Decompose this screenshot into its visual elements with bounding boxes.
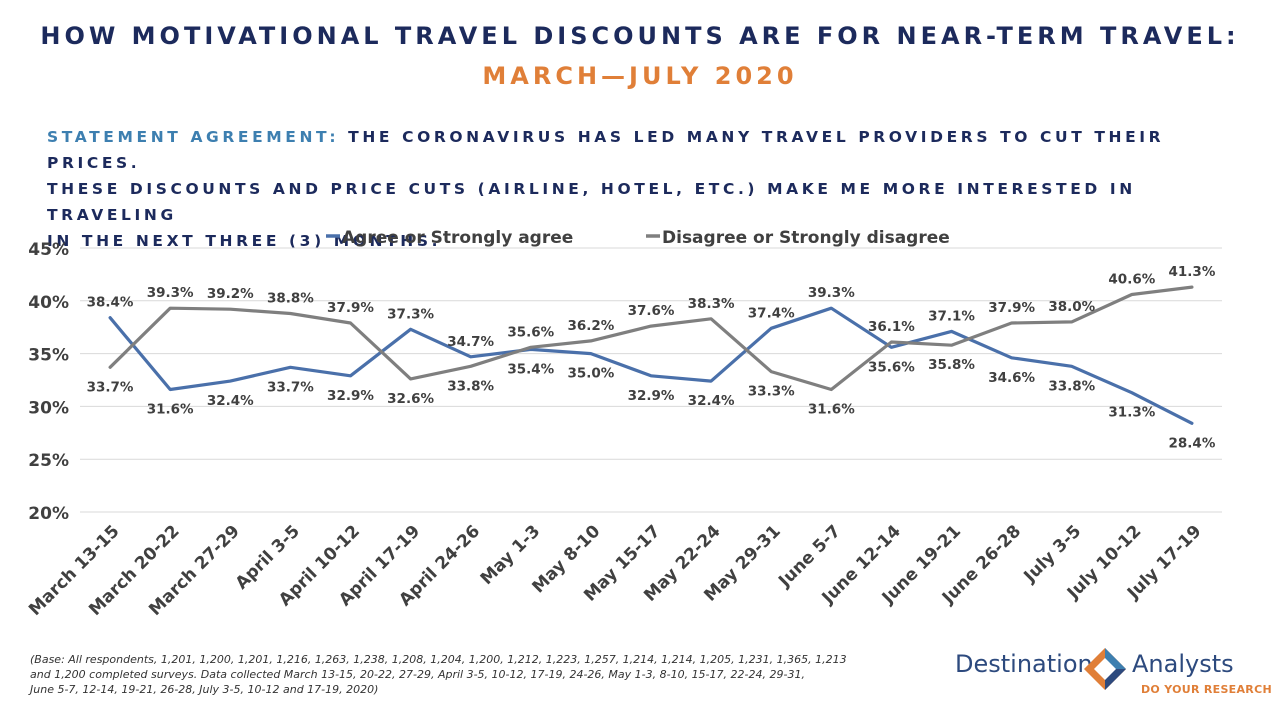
data-label: 38.3% [688,296,735,312]
legend: Agree or Strongly agree Disagree or Stron… [326,228,950,248]
footnote: (Base: All respondents, 1,201, 1,200, 1,… [30,652,930,697]
data-label: 37.6% [628,303,675,319]
gridlines [80,247,1222,513]
data-label: 39.3% [147,285,194,301]
data-label: 37.9% [327,300,374,316]
data-label: 36.2% [567,318,614,334]
data-label: 32.9% [327,388,374,404]
data-label: 35.4% [507,361,554,377]
statement-line-2: These discounts and price cuts (airline,… [47,180,1136,224]
logo-text-destination: Destination [955,650,1093,678]
logo-tagline: DO YOUR RESEARCH [1141,683,1272,696]
y-tick-label: 30% [28,398,69,418]
y-tick-label: 40% [28,293,69,313]
footnote-line-3: June 5-7, 12-14, 19-21, 26-28, July 3-5,… [30,683,379,696]
data-label: 31.6% [147,402,194,418]
data-labels: 38.4% 33.7% 31.6% 39.3% 32.4% 39.2% 33.7% 38.8%… [87,264,1216,451]
data-label: 33.7% [87,379,134,395]
data-label: 33.7% [267,379,314,395]
footnote-line-2: and 1,200 completed surveys. Data collec… [30,668,805,681]
data-label: 35.6% [868,359,915,375]
data-label: 35.0% [567,366,614,382]
y-tick-label: 35% [28,346,69,366]
data-label: 39.3% [808,285,855,301]
data-label: 34.7% [447,334,494,350]
data-label: 36.1% [868,319,915,335]
footnote-line-1: (Base: All respondents, 1,201, 1,200, 1,… [30,653,847,666]
series-line-disagree [108,285,1194,392]
data-label: 40.6% [1108,271,1155,287]
y-tick-label: 20% [28,504,69,524]
line-chart: 20% 25% 30% 35% 40% 45% Agree or Strongly agr… [25,228,1222,620]
legend-label: Agree or Strongly agree [342,228,573,248]
series-line-agree [108,306,1194,425]
data-label: 41.3% [1169,264,1216,280]
data-label: 39.2% [207,286,254,302]
data-label: 37.1% [928,308,975,324]
data-label: 35.8% [928,357,975,373]
data-label: 37.3% [387,306,434,322]
data-label: 37.9% [988,300,1035,316]
y-axis-ticks: 20% 25% 30% 35% 40% 45% [28,240,69,524]
data-label: 38.0% [1048,299,1095,315]
logo-text-analysts: Analysts [1132,650,1234,678]
data-label: 38.8% [267,290,314,306]
y-tick-label: 25% [28,451,69,471]
y-tick-label: 45% [28,240,69,260]
data-label: 32.6% [387,391,434,407]
series-lines [108,285,1194,425]
data-label: 33.8% [447,378,494,394]
chart-subtitle: MARCH—JULY 2020 [482,62,798,90]
data-label: 33.8% [1048,378,1095,394]
statement-lead: Statement agreement: [47,128,340,146]
data-label: 35.6% [507,324,554,340]
data-label: 28.4% [1169,435,1216,451]
data-label: 37.4% [748,305,795,321]
statement-text: Statement agreement: The coronavirus has… [47,124,1247,254]
data-label: 33.3% [748,384,795,400]
logo-diamond-icon [1084,648,1126,690]
data-label: 31.6% [808,402,855,418]
data-label: 32.9% [628,388,675,404]
data-label: 32.4% [688,393,735,409]
data-label: 31.3% [1108,405,1155,421]
legend-label: Disagree or Strongly disagree [662,228,950,248]
chart-title: HOW MOTIVATIONAL TRAVEL DISCOUNTS ARE FO… [40,22,1240,50]
data-label: 34.6% [988,370,1035,386]
data-label: 38.4% [87,295,134,311]
destination-analysts-logo: Destination Analysts DO YOUR RESEARCH [955,646,1272,696]
statement-line-1: The coronavirus has led many travel prov… [47,128,1165,172]
data-label: 32.4% [207,393,254,409]
